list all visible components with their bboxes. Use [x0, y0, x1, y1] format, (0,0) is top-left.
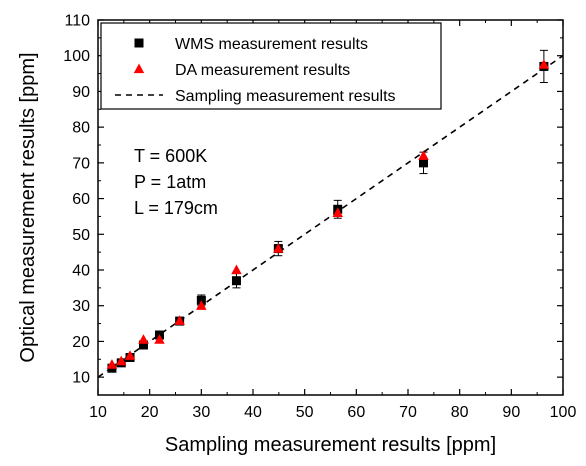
x-tick-label: 100: [550, 404, 577, 421]
condition-annotation: P = 1atm: [134, 172, 206, 192]
wms-point: [231, 276, 241, 286]
da-point: [154, 334, 165, 344]
x-tick-label: 50: [296, 404, 314, 421]
wms-point: [419, 158, 428, 168]
da-point: [124, 350, 136, 360]
y-tick-label: 30: [72, 298, 90, 315]
da-point: [273, 243, 284, 253]
da-point: [332, 207, 343, 217]
da-point: [138, 334, 149, 344]
y-tick-label: 100: [63, 48, 90, 65]
da-point: [174, 315, 185, 325]
legend-label: Sampling measurement results: [175, 88, 396, 105]
legend-da-marker: [133, 63, 145, 74]
da-point: [196, 300, 207, 310]
x-axis-title: Sampling measurement results [ppm]: [165, 434, 496, 456]
legend-box: [100, 22, 442, 110]
condition-annotation: L = 179cm: [134, 198, 218, 218]
y-tick-label: 70: [72, 155, 90, 172]
y-axis-title: Optical measurement results [ppm]: [17, 52, 39, 362]
y-tick-label: 20: [72, 334, 90, 351]
da-point: [231, 264, 242, 275]
y-tick-label: 50: [72, 227, 90, 244]
x-tick-label: 60: [347, 404, 365, 421]
x-tick-label: 70: [399, 404, 417, 421]
x-tick-label: 20: [141, 404, 159, 421]
y-tick-label: 60: [72, 191, 90, 208]
da-point: [538, 59, 550, 69]
da-point: [106, 359, 118, 369]
y-tick-label: 90: [72, 84, 90, 101]
x-tick-label: 90: [502, 404, 520, 421]
y-tick-label: 80: [72, 120, 90, 137]
x-tick-label: 40: [244, 404, 262, 421]
y-tick-label: 110: [64, 13, 90, 30]
x-tick-label: 80: [451, 404, 469, 421]
legend-label: WMS measurement results: [175, 36, 368, 53]
y-tick-label: 10: [72, 370, 90, 387]
wms-point: [138, 340, 148, 350]
x-tick-label: 30: [192, 404, 210, 421]
da-point: [418, 150, 429, 160]
legend-wms-marker: [134, 38, 144, 48]
condition-annotation: T = 600K: [134, 146, 207, 166]
legend-label: DA measurement results: [175, 62, 350, 79]
y-tick-label: 40: [72, 263, 90, 280]
da-point: [116, 355, 127, 366]
x-tick-label: 10: [89, 404, 107, 421]
